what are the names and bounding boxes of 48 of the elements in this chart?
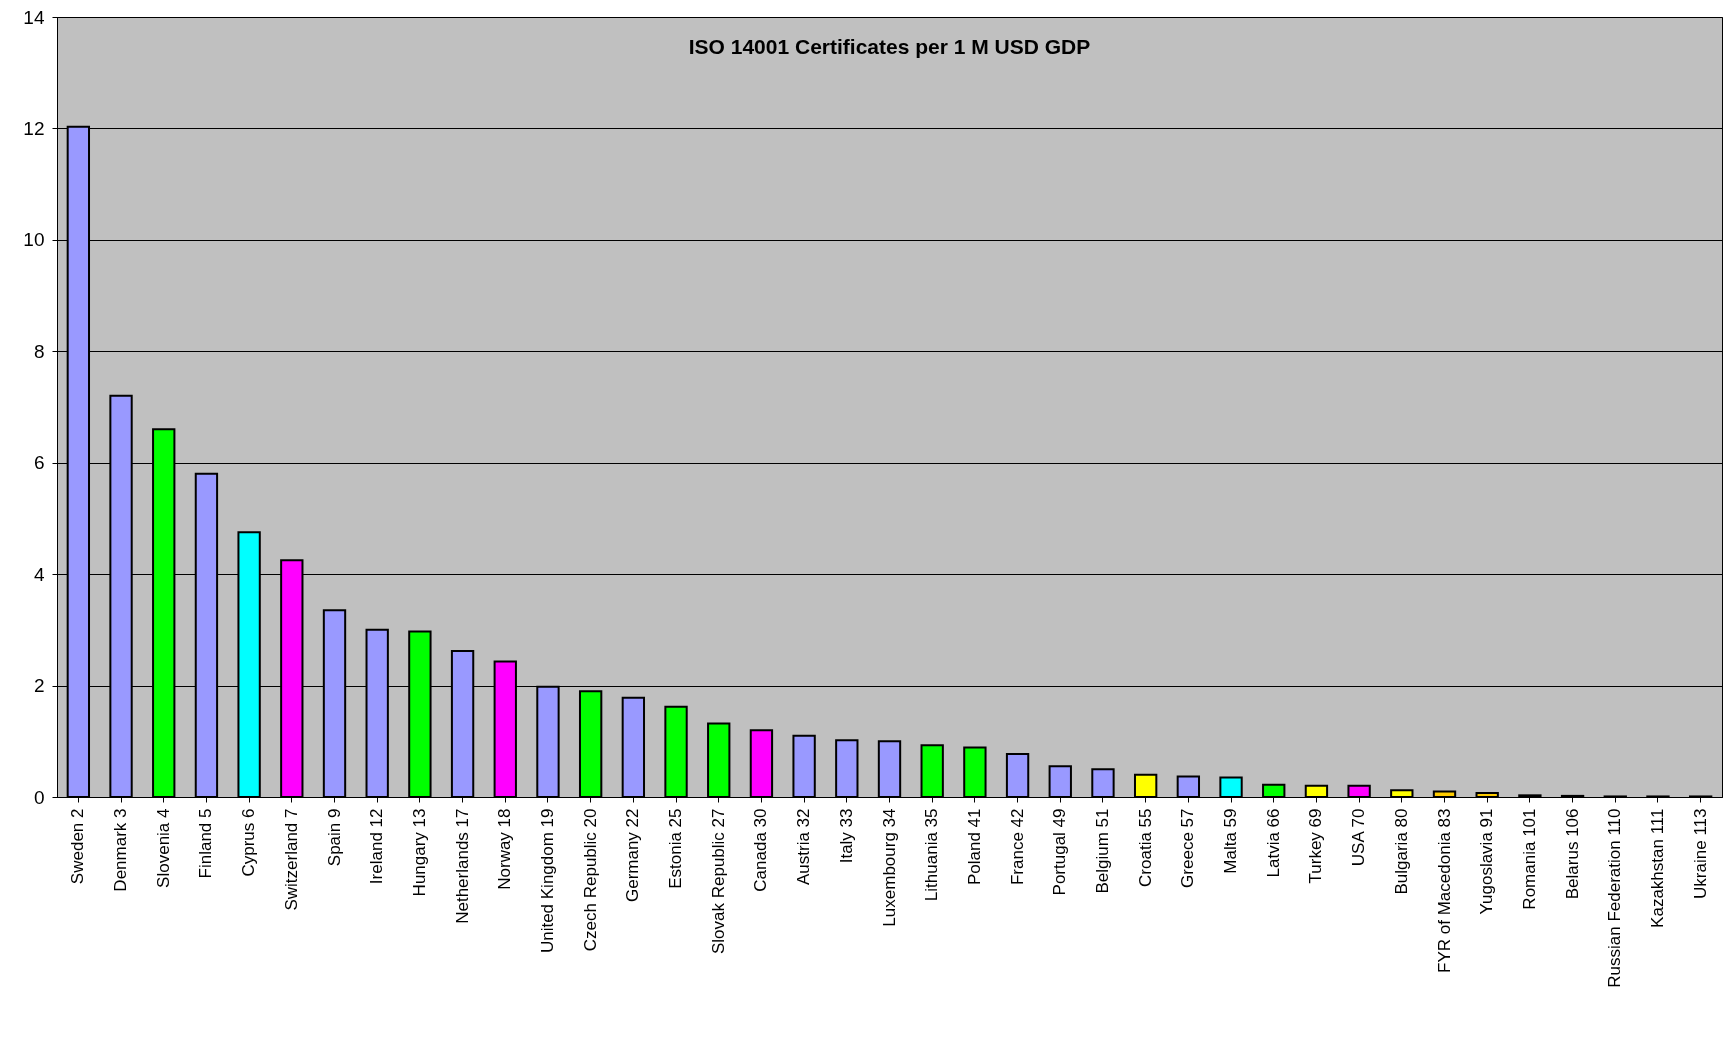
x-tick-label: FYR of Macedonia 83 (1434, 808, 1454, 973)
x-tick-label: United Kingdom 19 (537, 808, 557, 954)
x-tick-label: Germany 22 (623, 808, 643, 903)
y-tick-label: 10 (23, 229, 45, 251)
x-tick-label: Austria 32 (794, 808, 814, 886)
y-tick-label: 4 (33, 563, 45, 585)
x-tick-label: Hungary 13 (409, 808, 429, 897)
x-tick-label: Switzerland 7 (281, 808, 301, 911)
y-tick-label: 0 (33, 786, 45, 808)
x-tick-label: Portugal 49 (1050, 808, 1070, 896)
x-tick-label: France 42 (1007, 808, 1027, 886)
x-tick-label: Canada 30 (751, 808, 771, 892)
x-tick-label: Croatia 55 (1135, 808, 1155, 887)
x-tick-label: Slovak Republic 27 (708, 808, 728, 955)
x-tick-label: Yugoslavia 91 (1477, 808, 1497, 915)
x-tick-label: Lithuania 35 (922, 808, 942, 902)
y-tick-label: 8 (33, 340, 45, 362)
x-tick-label: Ireland 12 (367, 808, 387, 885)
x-tick-label: Denmark 3 (111, 808, 131, 892)
x-tick-label: Estonia 25 (666, 808, 686, 889)
x-tick-label: Malta 59 (1221, 808, 1241, 874)
y-tick-label: 6 (33, 452, 45, 474)
x-tick-label: Norway 18 (495, 808, 515, 890)
x-tick-label: Belgium 51 (1092, 808, 1112, 894)
x-tick-label: Poland 41 (964, 808, 984, 886)
x-tick-label: Latvia 66 (1263, 808, 1283, 878)
x-tick-label: Netherlands 17 (452, 808, 472, 924)
x-tick-label: Luxembourg 34 (879, 808, 899, 927)
x-tick-label: Greece 57 (1178, 808, 1198, 888)
x-tick-label: Cyprus 6 (239, 808, 259, 877)
x-tick-label: Italy 33 (836, 808, 856, 864)
x-tick-label: Kazakhstan 111 (1647, 808, 1667, 928)
x-tick-label: Romania 101 (1519, 808, 1539, 910)
x-tick-label: USA 70 (1349, 808, 1369, 867)
x-tick-label: Sweden 2 (68, 808, 88, 885)
y-tick-label: 14 (23, 6, 45, 28)
x-tick-label: Bulgaria 80 (1391, 808, 1411, 895)
y-tick-label: 12 (23, 117, 45, 139)
x-tick-label: Russian Federation 110 (1605, 808, 1625, 988)
y-tick-label: 2 (33, 675, 45, 697)
text: ISO 14001 Certificates per 1 M USD GDP (688, 35, 1091, 58)
x-tick-label: Slovenia 4 (153, 808, 173, 888)
x-tick-label: Finland 5 (196, 808, 216, 879)
x-tick-label: Belarus 106 (1562, 808, 1582, 900)
x-tick-label: Spain 9 (324, 808, 344, 867)
x-tick-label: Turkey 69 (1306, 808, 1326, 884)
x-tick-label: Ukraine 113 (1690, 808, 1710, 899)
x-tick-label: Czech Republic 20 (580, 808, 600, 952)
